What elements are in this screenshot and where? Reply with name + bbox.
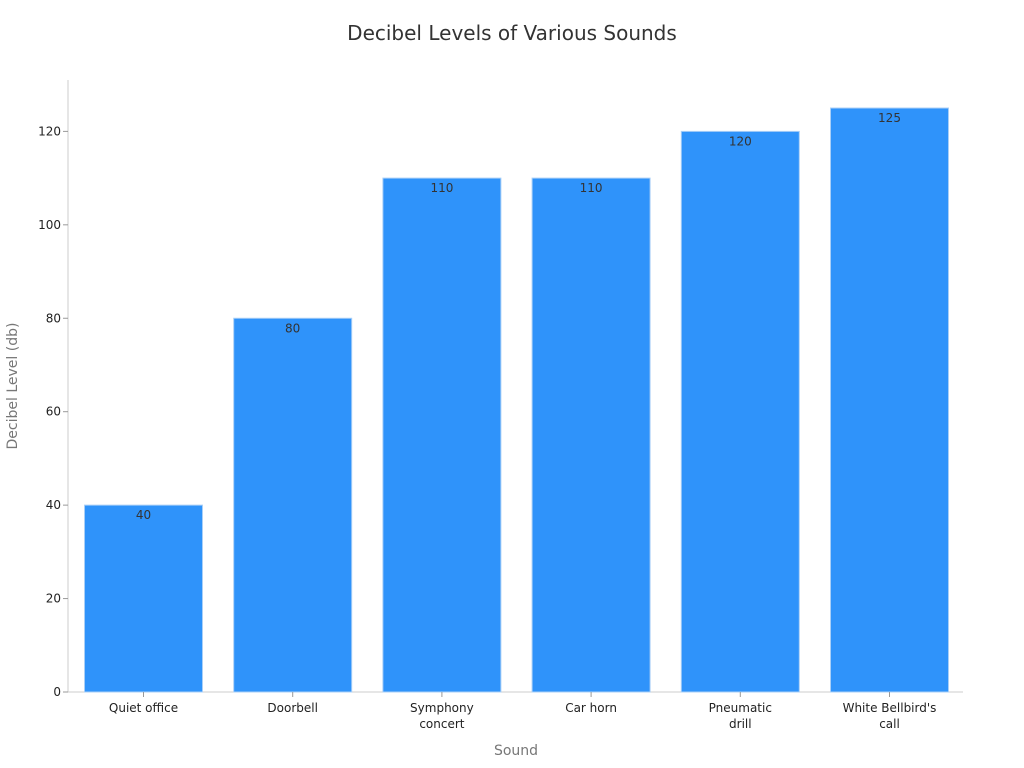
y-tick-label: 120 [38,124,61,138]
y-axis-title: Decibel Level (db) [5,323,21,450]
y-tick-label: 20 [46,592,61,606]
bar [84,504,203,693]
x-tick-label: Doorbell [267,701,318,715]
bar [382,177,502,693]
y-axis-ticks: 0 20 40 60 80 100 120 [38,124,68,699]
x-tick-label: Pneumatic [709,701,772,715]
data-label: 120 [729,134,752,148]
data-label: 125 [878,111,901,125]
bar [680,130,800,693]
chart-title: Decibel Levels of Various Sounds [347,21,677,45]
bar [830,107,949,693]
y-tick-label: 40 [46,498,61,512]
x-tick-label: concert [419,717,464,731]
bars-group [84,107,949,693]
bar [531,177,651,693]
y-tick-label: 0 [53,685,61,699]
x-axis-tick-labels: Quiet office Doorbell Symphony concert Car h… [109,692,937,731]
x-tick-label: drill [729,717,752,731]
x-tick-label: Car horn [565,701,617,715]
x-tick-label: Quiet office [109,701,178,715]
x-axis-title: Sound [494,743,538,759]
data-label: 110 [580,181,603,195]
x-tick-label: Symphony [410,701,474,715]
x-tick-label: White Bellbird's [843,701,937,715]
y-tick-label: 100 [38,218,61,232]
data-labels-group: 40 80 110 110 120 125 [136,111,901,522]
data-label: 110 [430,181,453,195]
data-label: 80 [285,321,300,335]
y-tick-label: 60 [46,405,61,419]
x-tick-label: call [879,717,900,731]
bar [233,317,353,693]
y-tick-label: 80 [46,311,61,325]
data-label: 40 [136,508,151,522]
